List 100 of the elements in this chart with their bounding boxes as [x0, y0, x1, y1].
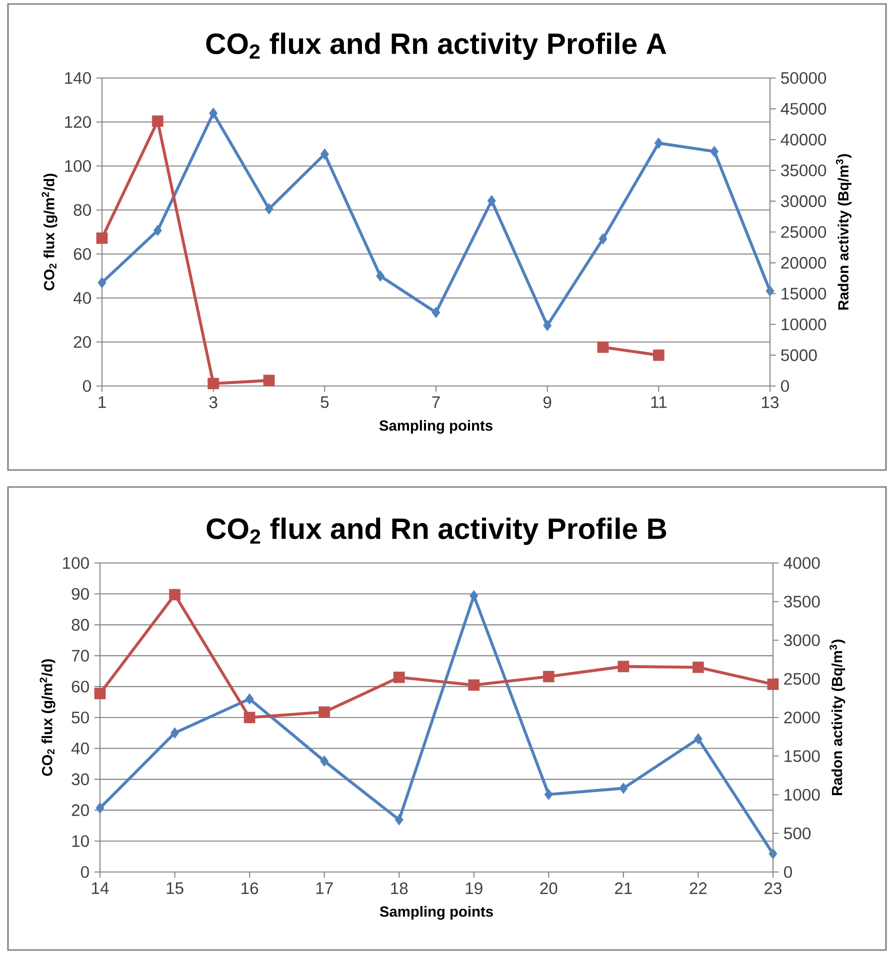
x-tick-label: 1 — [98, 396, 106, 408]
point — [245, 693, 254, 705]
y-tick-label: 100 — [63, 557, 89, 569]
y-tick-label: 20 — [72, 804, 89, 816]
point — [470, 590, 478, 602]
y-tick-label: 20 — [74, 336, 91, 348]
x-tick-label: 11 — [651, 396, 666, 408]
point — [320, 755, 329, 767]
point — [542, 670, 554, 682]
y2-axis-title: Radon activity (Bq/m$^{3}$) — [836, 154, 852, 310]
point — [320, 148, 329, 160]
y2-tick-label: 45000 — [780, 102, 826, 115]
y-tick-label: 60 — [72, 680, 89, 692]
y2-tick-label: 1000 — [784, 788, 820, 801]
point — [94, 688, 106, 700]
point — [654, 137, 663, 149]
x-tick-label: 21 — [615, 882, 632, 894]
y-axis-title: CO$_{2}$ flux (g/m$^{2}$/d) — [42, 174, 58, 290]
point — [468, 679, 480, 691]
y-tick-label: 60 — [74, 248, 91, 260]
point — [618, 660, 630, 672]
y2-tick-label: 40000 — [780, 134, 826, 146]
chart-title: CO$_{2}$ flux and Rn activity Profile B — [206, 518, 666, 545]
y-axis-title: CO$_{2}$ flux (g/m$^{2}$/d) — [40, 659, 56, 776]
point — [767, 678, 779, 690]
x-tick-label: 9 — [543, 396, 552, 408]
point — [152, 115, 164, 127]
y2-tick-label: 2500 — [784, 672, 820, 685]
point — [543, 320, 552, 332]
y2-tick-label: 10000 — [782, 318, 826, 330]
y2-tick-label: 4000 — [784, 557, 820, 569]
y-tick-label: 0 — [80, 866, 89, 878]
y-tick-label: 10 — [72, 835, 89, 847]
point — [619, 782, 628, 794]
y2-tick-label: 25000 — [781, 226, 826, 238]
y-tick-label: 40 — [71, 742, 89, 754]
x-tick-label: 18 — [391, 882, 408, 894]
x-tick-label: 15 — [166, 882, 184, 894]
point — [487, 195, 496, 206]
y-tick-label: 0 — [82, 380, 91, 392]
x-tick-label: 22 — [690, 882, 707, 894]
y-tick-label: 50 — [72, 712, 89, 724]
y2-tick-label: 500 — [784, 827, 811, 840]
y-tick-label: 80 — [72, 618, 89, 631]
point — [768, 848, 778, 860]
x-axis-title: Sampling points — [379, 420, 492, 434]
y2-tick-label: 1500 — [784, 750, 820, 762]
point — [394, 814, 404, 826]
point — [209, 108, 218, 119]
point — [208, 378, 220, 390]
x-tick-label: 14 — [92, 882, 109, 894]
y2-tick-label: 3000 — [784, 634, 820, 646]
point — [432, 306, 440, 318]
y-tick-label: 120 — [65, 116, 91, 128]
x-tick-label: 17 — [316, 882, 333, 894]
x-tick-label: 5 — [320, 396, 329, 408]
point — [96, 802, 104, 814]
point — [376, 270, 385, 282]
y-tick-label: 80 — [74, 204, 91, 216]
y2-tick-label: 5000 — [781, 349, 817, 362]
y-tick-label: 90 — [72, 588, 89, 600]
point — [598, 233, 608, 244]
point — [694, 733, 702, 744]
y2-tick-label: 35000 — [781, 164, 826, 176]
x-tick-label: 7 — [432, 396, 440, 408]
point — [692, 662, 704, 673]
x-tick-label: 3 — [209, 396, 218, 408]
y2-tick-label: 3500 — [784, 596, 820, 608]
point — [153, 224, 162, 236]
y-tick-label: 140 — [65, 72, 91, 84]
y-tick-label: 100 — [65, 160, 91, 172]
x-tick-label: 23 — [764, 882, 782, 894]
x-tick-label: 16 — [242, 882, 258, 894]
y2-tick-label: 20000 — [781, 256, 826, 269]
x-tick-label: 20 — [540, 882, 558, 894]
y2-tick-label: 2000 — [784, 712, 820, 724]
point — [98, 276, 106, 288]
chart-title: CO$_{2}$ flux and Rn activity Profile A — [206, 32, 666, 60]
point — [318, 706, 330, 718]
point — [264, 203, 274, 215]
point — [710, 146, 719, 158]
x-tick-label: 13 — [762, 396, 779, 408]
y2-tick-label: 15000 — [782, 288, 826, 300]
y-tick-label: 40 — [73, 292, 91, 304]
y-tick-label: 30 — [72, 773, 89, 786]
point — [169, 588, 180, 600]
y2-tick-label: 30000 — [781, 195, 826, 208]
point — [263, 374, 275, 386]
y2-tick-label: 0 — [781, 380, 790, 392]
point — [244, 712, 256, 724]
point — [597, 342, 609, 353]
x-axis-title: Sampling points — [380, 906, 493, 920]
point — [96, 232, 108, 244]
y-tick-label: 70 — [72, 650, 89, 662]
y2-tick-label: 50000 — [781, 72, 826, 84]
y2-axis-title: Radon activity (Bq/m$^{3}$) — [830, 640, 846, 796]
point — [652, 350, 664, 361]
point — [393, 672, 405, 684]
x-tick-label: 19 — [466, 882, 482, 894]
y2-tick-label: 0 — [784, 866, 792, 878]
